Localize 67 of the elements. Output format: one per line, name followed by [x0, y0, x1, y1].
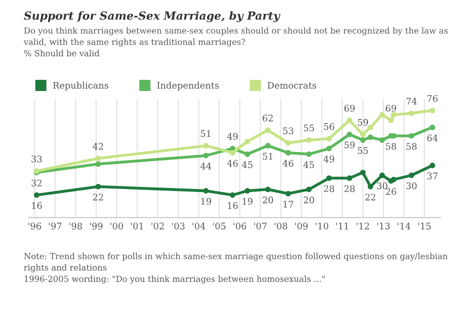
data-label: 44 [200, 162, 212, 170]
data-label: 55 [358, 147, 368, 154]
x-tick-label: '03 [172, 222, 185, 230]
data-label: 22 [93, 194, 104, 200]
x-tick-label: '13 [377, 222, 390, 230]
x-tick-label: '07 [254, 222, 267, 230]
data-label: 33 [32, 156, 42, 162]
data-label: 26 [386, 188, 396, 195]
data-label: 55 [304, 124, 314, 132]
x-tick-label: '96 [28, 222, 42, 230]
x-tick-label: '06 [234, 222, 246, 230]
data-label: 69 [344, 104, 355, 112]
data-label: 19 [242, 198, 252, 205]
data-label: 28 [344, 185, 355, 192]
data-label: 22 [365, 194, 376, 200]
legend-label: Democrats [268, 82, 316, 89]
data-label: 32 [32, 180, 42, 186]
x-tick-label: '15 [418, 222, 431, 230]
data-label: 30 [377, 182, 388, 190]
data-label: 16 [32, 202, 42, 209]
data-label: 58 [386, 142, 396, 150]
x-tick-label: '11 [336, 222, 348, 230]
x-tick-label: '99 [90, 222, 103, 230]
chart-title: Support for Same-Sex Marriage, by Party [24, 11, 280, 22]
chart-subtitle: Do you think marriages between same-sex couples should or should not be recognized by the law as valid, with the same rights as traditional marriages? % Should be valid [24, 27, 448, 56]
data-label: 58 [406, 142, 417, 150]
text: Note: Trend shown for polls in which same-sex marriage question followed questions on gay/lesbian rights and relations 1996-2005 wording: "Do you think marriages between homosexuals ..." [24, 252, 448, 284]
data-label: 64 [427, 134, 438, 142]
x-tick-label: '14 [398, 222, 410, 230]
x-tick-label: '10 [316, 222, 328, 230]
data-label: 17 [284, 200, 294, 208]
data-label: 37 [427, 172, 438, 180]
data-label: 76 [427, 94, 438, 102]
data-label: 20 [304, 196, 314, 204]
data-label: 46 [227, 160, 238, 167]
data-label: 69 [386, 104, 396, 112]
data-label: 51 [262, 152, 272, 160]
data-label: 20 [262, 196, 274, 204]
data-label: 42 [92, 142, 104, 150]
data-label: 56 [324, 123, 334, 130]
data-label: 49 [324, 156, 334, 162]
x-tick-label: '09 [295, 222, 308, 230]
data-label: 30 [406, 182, 417, 190]
data-label: 53 [283, 127, 294, 134]
x-tick-label: '12 [356, 222, 369, 230]
x-tick-label: '01 [131, 222, 143, 230]
data-label: 49 [227, 133, 238, 140]
x-tick-label: '02 [152, 222, 164, 230]
x-tick-label: '05 [213, 222, 226, 230]
data-label: 51 [200, 130, 210, 138]
data-label: 28 [324, 185, 334, 192]
data-label: 46 [282, 160, 294, 167]
data-label: 45 [303, 161, 314, 168]
data-label: 59 [358, 118, 368, 126]
data-label: 45 [242, 161, 252, 168]
x-tick-label: '04 [192, 222, 206, 230]
data-label: 74 [406, 98, 417, 104]
data-label: 59 [344, 142, 355, 148]
data-label: 62 [262, 114, 273, 122]
data-label: 16 [228, 202, 238, 209]
x-tick-label: '97 [49, 222, 62, 230]
x-tick-label: '98 [70, 222, 82, 230]
data-label: 19 [201, 198, 212, 205]
legend-label: Republicans [53, 82, 108, 90]
legend-label: Independents [157, 82, 219, 90]
x-tick-label: '00 [110, 222, 124, 230]
x-tick-label: '08 [274, 222, 288, 230]
